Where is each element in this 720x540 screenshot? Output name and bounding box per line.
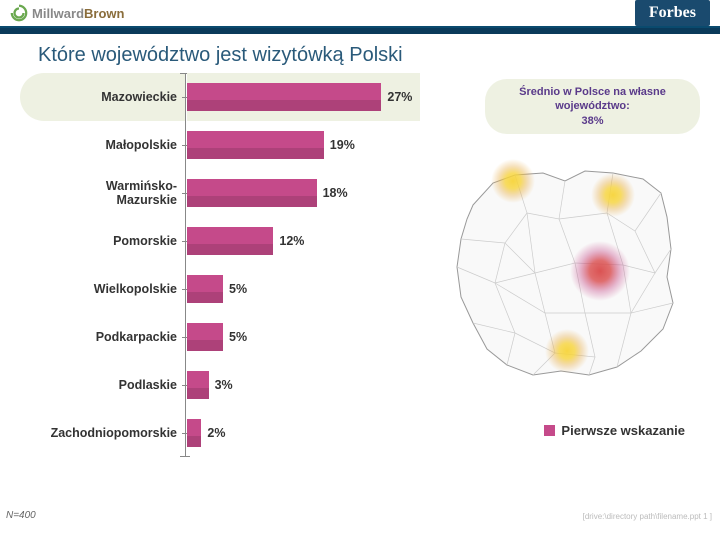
- bar-cell: 18%: [187, 169, 420, 217]
- chart-row: Wielkopolskie 5%: [20, 265, 420, 313]
- chart-row: Mazowieckie 27%: [20, 73, 420, 121]
- bar-chart: Mazowieckie 27% Małopolskie 19% Warmińsko-Ma…: [20, 73, 420, 503]
- bar-value: 3%: [215, 378, 233, 392]
- chart-row: Podlaskie 3%: [20, 361, 420, 409]
- legend-swatch: [544, 425, 555, 436]
- bar-cell: 19%: [187, 121, 420, 169]
- swirl-icon: [10, 4, 28, 22]
- logo-part-b: Brown: [84, 6, 124, 21]
- hotspot: [545, 329, 589, 373]
- bar-value: 12%: [279, 234, 304, 248]
- bar: [187, 419, 201, 447]
- bar-value: 2%: [207, 426, 225, 440]
- row-label: Podlaskie: [20, 361, 185, 409]
- poland-map: [435, 153, 695, 393]
- row-label: Małopolskie: [20, 121, 185, 169]
- sample-size: N=400: [6, 510, 36, 521]
- chart-row: Małopolskie 19%: [20, 121, 420, 169]
- bar: [187, 371, 209, 399]
- bar-cell: 5%: [187, 313, 420, 361]
- bar-value: 19%: [330, 138, 355, 152]
- annotation-line1: Średnio w Polsce na własne: [519, 86, 666, 98]
- bar-cell: 12%: [187, 217, 420, 265]
- logo-text: MillwardBrown: [32, 6, 124, 21]
- legend: Pierwsze wskazanie: [544, 423, 685, 438]
- bar-cell: 2%: [187, 409, 420, 457]
- annotation-line3: 38%: [581, 115, 603, 127]
- bar-value: 18%: [323, 186, 348, 200]
- row-label: Warmińsko-Mazurskie: [20, 169, 185, 217]
- bar: [187, 275, 223, 303]
- hotspot: [491, 159, 535, 203]
- bar: [187, 323, 223, 351]
- row-label: Podkarpackie: [20, 313, 185, 361]
- bar: [187, 83, 381, 111]
- millward-brown-logo: MillwardBrown: [10, 4, 124, 22]
- row-label: Pomorskie: [20, 217, 185, 265]
- chart-row: Pomorskie 12%: [20, 217, 420, 265]
- hotspot: [591, 173, 635, 217]
- bar: [187, 179, 317, 207]
- page-title: Które województwo jest wizytówką Polski: [0, 34, 720, 73]
- row-label: Zachodniopomorskie: [20, 409, 185, 457]
- bar: [187, 227, 273, 255]
- annotation-line2: województwo:: [555, 100, 630, 112]
- bar-cell: 5%: [187, 265, 420, 313]
- chart-row: Zachodniopomorskie 2%: [20, 409, 420, 457]
- bar-value: 27%: [387, 90, 412, 104]
- row-label: Wielkopolskie: [20, 265, 185, 313]
- bar-value: 5%: [229, 330, 247, 344]
- content: Średnio w Polsce na własne województwo: …: [0, 73, 720, 525]
- legend-label: Pierwsze wskazanie: [561, 423, 685, 438]
- map-svg: [435, 153, 695, 393]
- footer-path: [drive:\directory path\filename.ppt 1 ]: [583, 512, 712, 521]
- chart-row: Warmińsko-Mazurskie 18%: [20, 169, 420, 217]
- header: MillwardBrown Forbes: [0, 0, 720, 28]
- bar-cell: 27%: [187, 73, 420, 121]
- bar: [187, 131, 324, 159]
- bar-cell: 3%: [187, 361, 420, 409]
- annotation-box: Średnio w Polsce na własne województwo: …: [485, 79, 700, 134]
- hotspot: [570, 241, 630, 301]
- chart-row: Podkarpackie 5%: [20, 313, 420, 361]
- row-label: Mazowieckie: [20, 73, 185, 121]
- forbes-logo: Forbes: [635, 0, 710, 26]
- logo-part-a: Millward: [32, 6, 84, 21]
- bar-value: 5%: [229, 282, 247, 296]
